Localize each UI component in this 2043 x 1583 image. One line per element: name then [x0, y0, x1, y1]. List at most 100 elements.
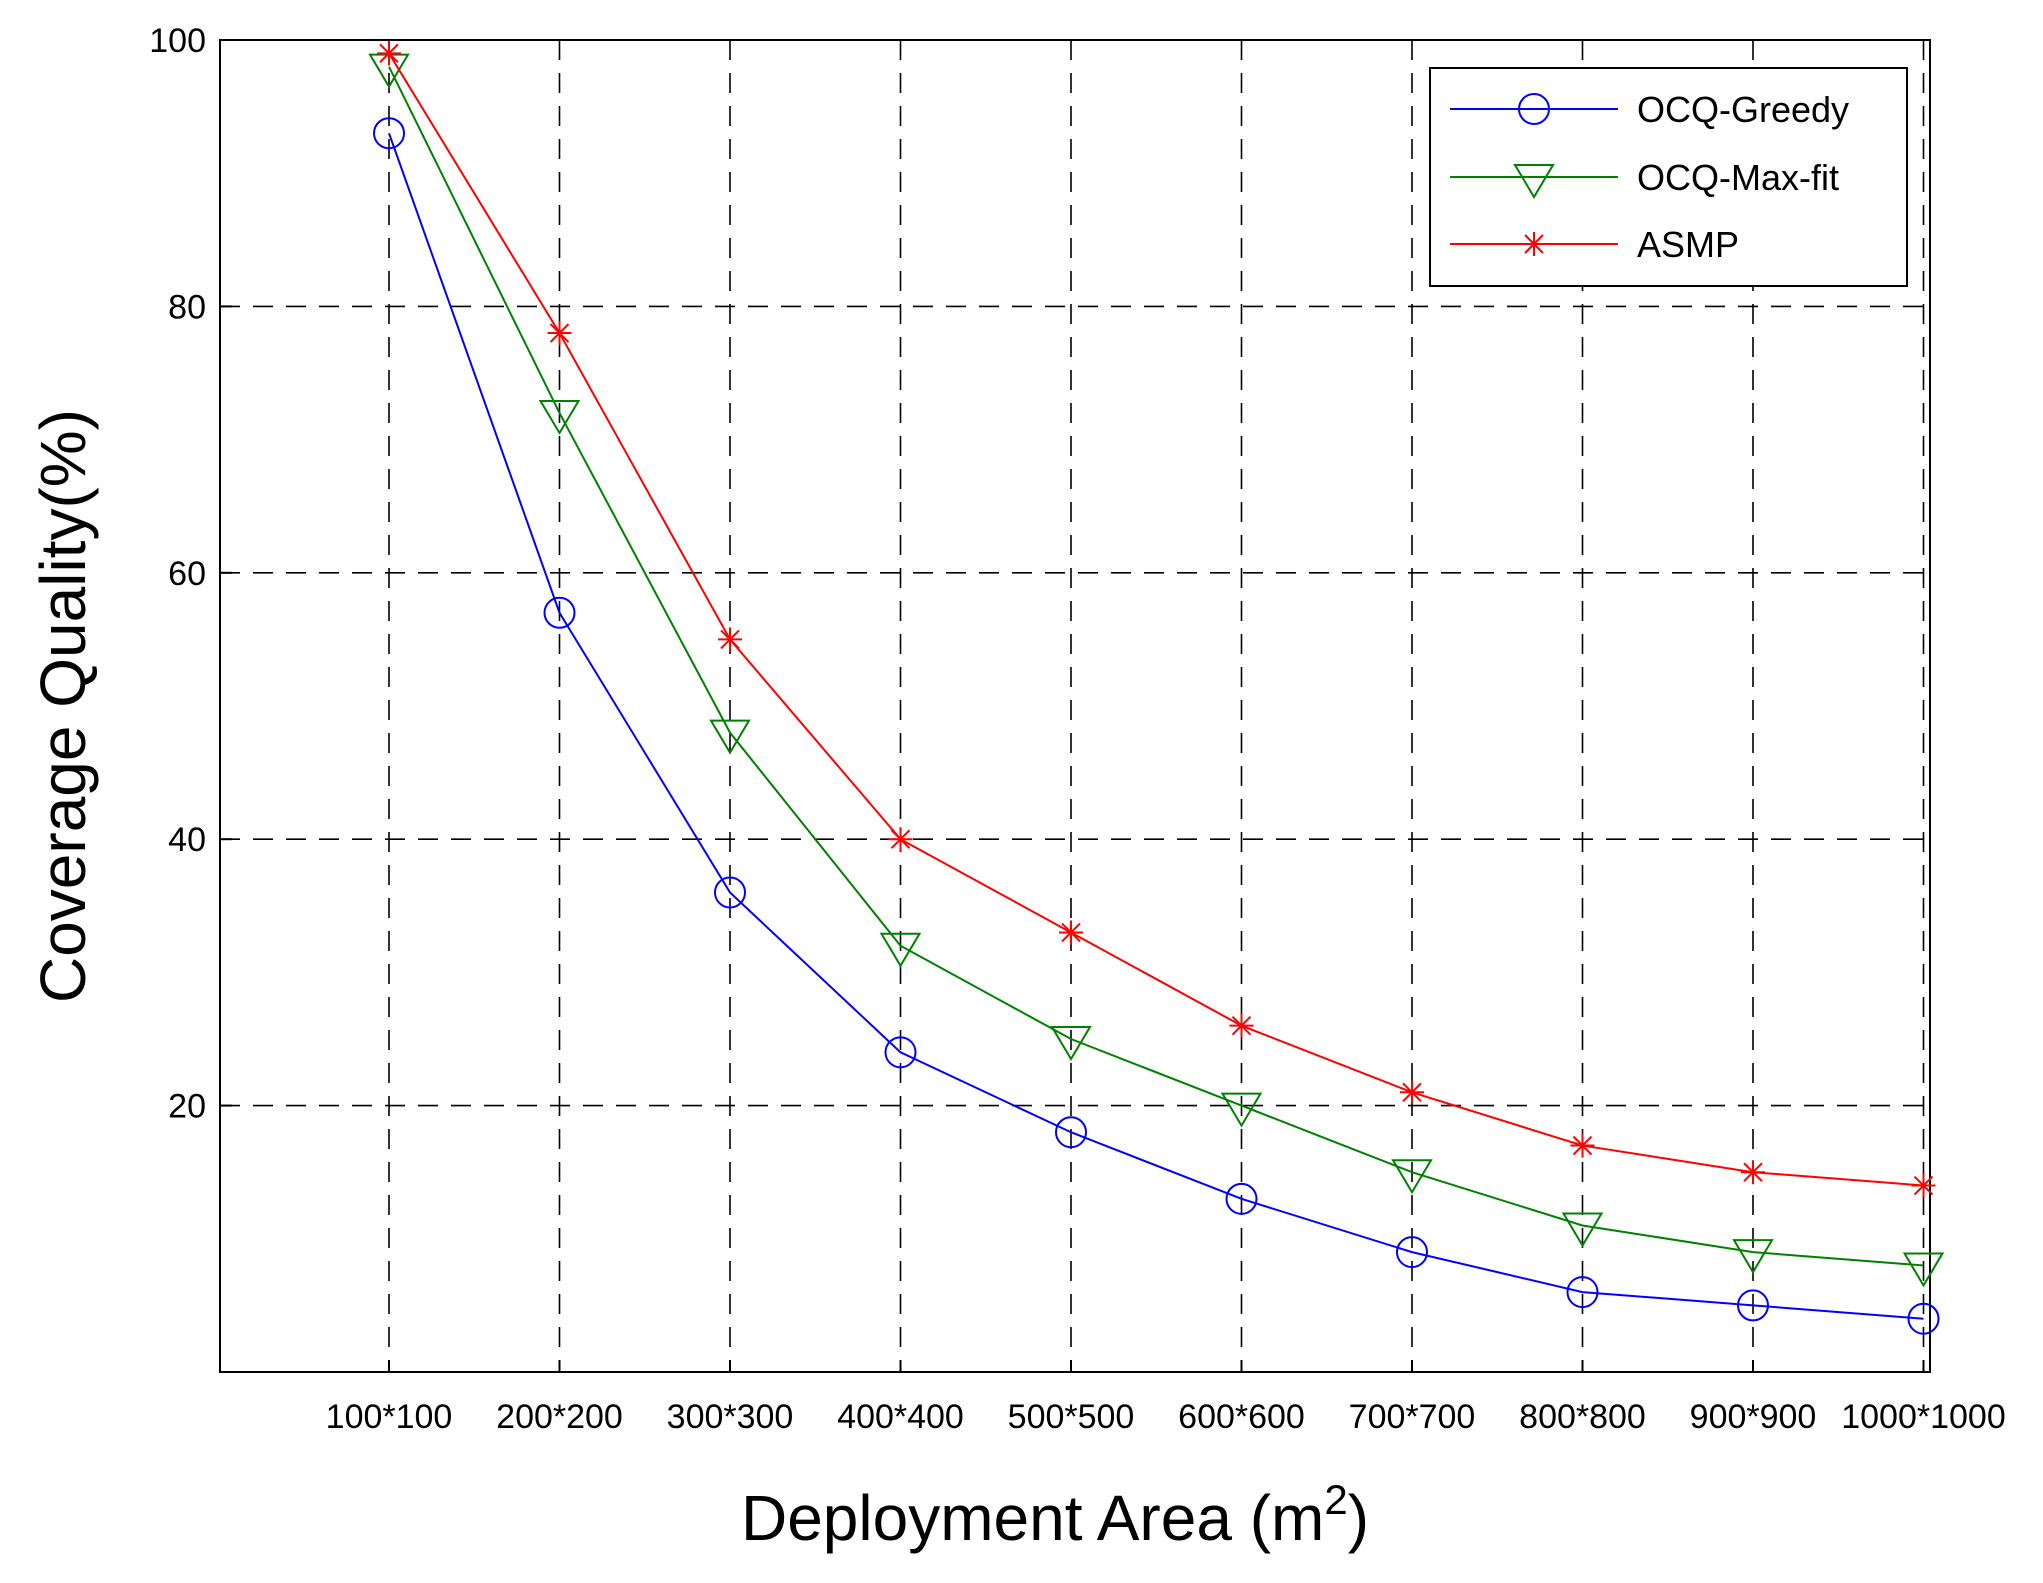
marker-triangle	[1050, 1026, 1092, 1061]
marker-triangle	[709, 719, 751, 755]
marker-circle	[1907, 1302, 1940, 1335]
series-ocq-greedy	[373, 117, 1940, 1335]
marker-circle	[1396, 1236, 1428, 1269]
data-point	[1391, 1159, 1433, 1195]
y-tick-label: 20	[168, 1088, 206, 1126]
legend-marker	[1513, 164, 1555, 199]
legend-item-asmp: ASMP	[1450, 224, 1739, 265]
series-line	[388, 52, 1924, 1187]
data-point	[718, 627, 742, 652]
legend-label: OCQ-Greedy	[1637, 89, 1849, 130]
marker-circle	[1518, 93, 1550, 125]
data-point	[1566, 1276, 1599, 1309]
marker-stroke	[1572, 1135, 1593, 1156]
marker-stroke	[549, 323, 570, 343]
data-point	[709, 719, 751, 755]
series-line	[388, 132, 1924, 1320]
x-tick-label: 700*700	[1349, 1398, 1476, 1436]
marker-triangle	[1732, 1239, 1774, 1275]
data-point	[1570, 1133, 1595, 1158]
marker-triangle	[538, 399, 581, 435]
x-axis-title-superscript: 2	[1324, 1476, 1347, 1523]
data-point	[714, 876, 746, 909]
series-lines	[368, 41, 1945, 1335]
data-point	[1050, 1026, 1092, 1061]
series-ocq-max-fit	[368, 53, 1945, 1288]
marker-stroke	[1743, 1162, 1763, 1182]
data-point	[879, 932, 922, 968]
legend-marker	[1522, 232, 1546, 256]
data-point	[547, 321, 572, 346]
x-tick-label: 500*500	[1008, 1398, 1135, 1436]
data-point	[1902, 1252, 1945, 1288]
marker-stroke	[379, 43, 399, 64]
data-point	[1741, 1160, 1765, 1185]
marker-stroke	[1231, 1015, 1252, 1036]
y-tick-label: 100	[149, 22, 206, 60]
legend-label: OCQ-Max-fit	[1637, 157, 1839, 198]
data-point	[1229, 1013, 1254, 1038]
data-point	[377, 41, 401, 66]
data-point	[888, 827, 913, 852]
marker-circle	[1737, 1289, 1769, 1322]
x-tick-label: 400*400	[837, 1398, 964, 1436]
marker-circle	[543, 596, 576, 629]
series-line	[388, 66, 1924, 1267]
marker-stroke	[1913, 1175, 1934, 1196]
marker-triangle	[1220, 1092, 1263, 1128]
data-point	[1737, 1289, 1769, 1322]
legend-item-ocq-max-fit: OCQ-Max-fit	[1450, 157, 1839, 199]
data-point	[1911, 1173, 1936, 1198]
x-tick-label: 200*200	[496, 1398, 623, 1436]
data-point	[1225, 1182, 1258, 1215]
marker-triangle	[1902, 1252, 1945, 1288]
marker-circle	[884, 1036, 917, 1069]
legend-item-ocq-greedy: OCQ-Greedy	[1450, 89, 1849, 130]
legend: OCQ-Greedy OCQ-Max-fit ASMP	[1429, 67, 1908, 287]
y-axis-title: Coverage Quality(%)	[27, 409, 99, 1003]
x-axis-title: Deployment Area (m2)	[741, 1476, 1369, 1554]
marker-stroke	[1524, 234, 1544, 254]
data-point	[1396, 1236, 1428, 1269]
marker-circle	[714, 876, 746, 909]
marker-circle	[1055, 1116, 1087, 1149]
x-tick-label: 1000*1000	[1841, 1398, 2006, 1436]
x-tick-label: 100*100	[326, 1398, 453, 1436]
legend-marker	[1518, 93, 1550, 125]
y-tick-label: 40	[168, 821, 206, 859]
data-point	[373, 117, 405, 150]
marker-stroke	[1061, 922, 1081, 943]
data-point	[538, 399, 581, 435]
series-asmp	[377, 41, 1936, 1198]
data-point	[1907, 1302, 1940, 1335]
x-tick-label: 300*300	[667, 1398, 794, 1436]
marker-stroke	[720, 629, 740, 650]
x-axis-title-main: Deployment Area (m	[741, 1482, 1324, 1554]
marker-triangle	[1513, 164, 1555, 199]
data-point	[1732, 1239, 1774, 1275]
marker-triangle	[1561, 1212, 1604, 1248]
data-point	[1400, 1080, 1424, 1105]
data-point	[1220, 1092, 1263, 1128]
marker-circle	[1566, 1276, 1599, 1309]
marker-circle	[373, 117, 405, 150]
marker-triangle	[879, 932, 922, 968]
data-point	[543, 596, 576, 629]
y-tick-label: 60	[168, 555, 206, 593]
data-point	[1055, 1116, 1087, 1149]
plot-frame	[219, 39, 1931, 1373]
x-tick-label: 600*600	[1178, 1398, 1305, 1436]
marker-circle	[1225, 1182, 1258, 1215]
marker-triangle	[1391, 1159, 1433, 1195]
marker-stroke	[890, 829, 911, 849]
x-tick-label: 800*800	[1519, 1398, 1646, 1436]
x-tick-label: 900*900	[1690, 1398, 1817, 1436]
y-tick-label: 80	[168, 288, 206, 326]
data-point	[1561, 1212, 1604, 1248]
marker-stroke	[1402, 1082, 1422, 1102]
y-tick-labels: 20 40 60 80 100	[149, 22, 232, 1126]
data-point	[1059, 920, 1083, 945]
x-axis-title-close: )	[1348, 1482, 1369, 1554]
